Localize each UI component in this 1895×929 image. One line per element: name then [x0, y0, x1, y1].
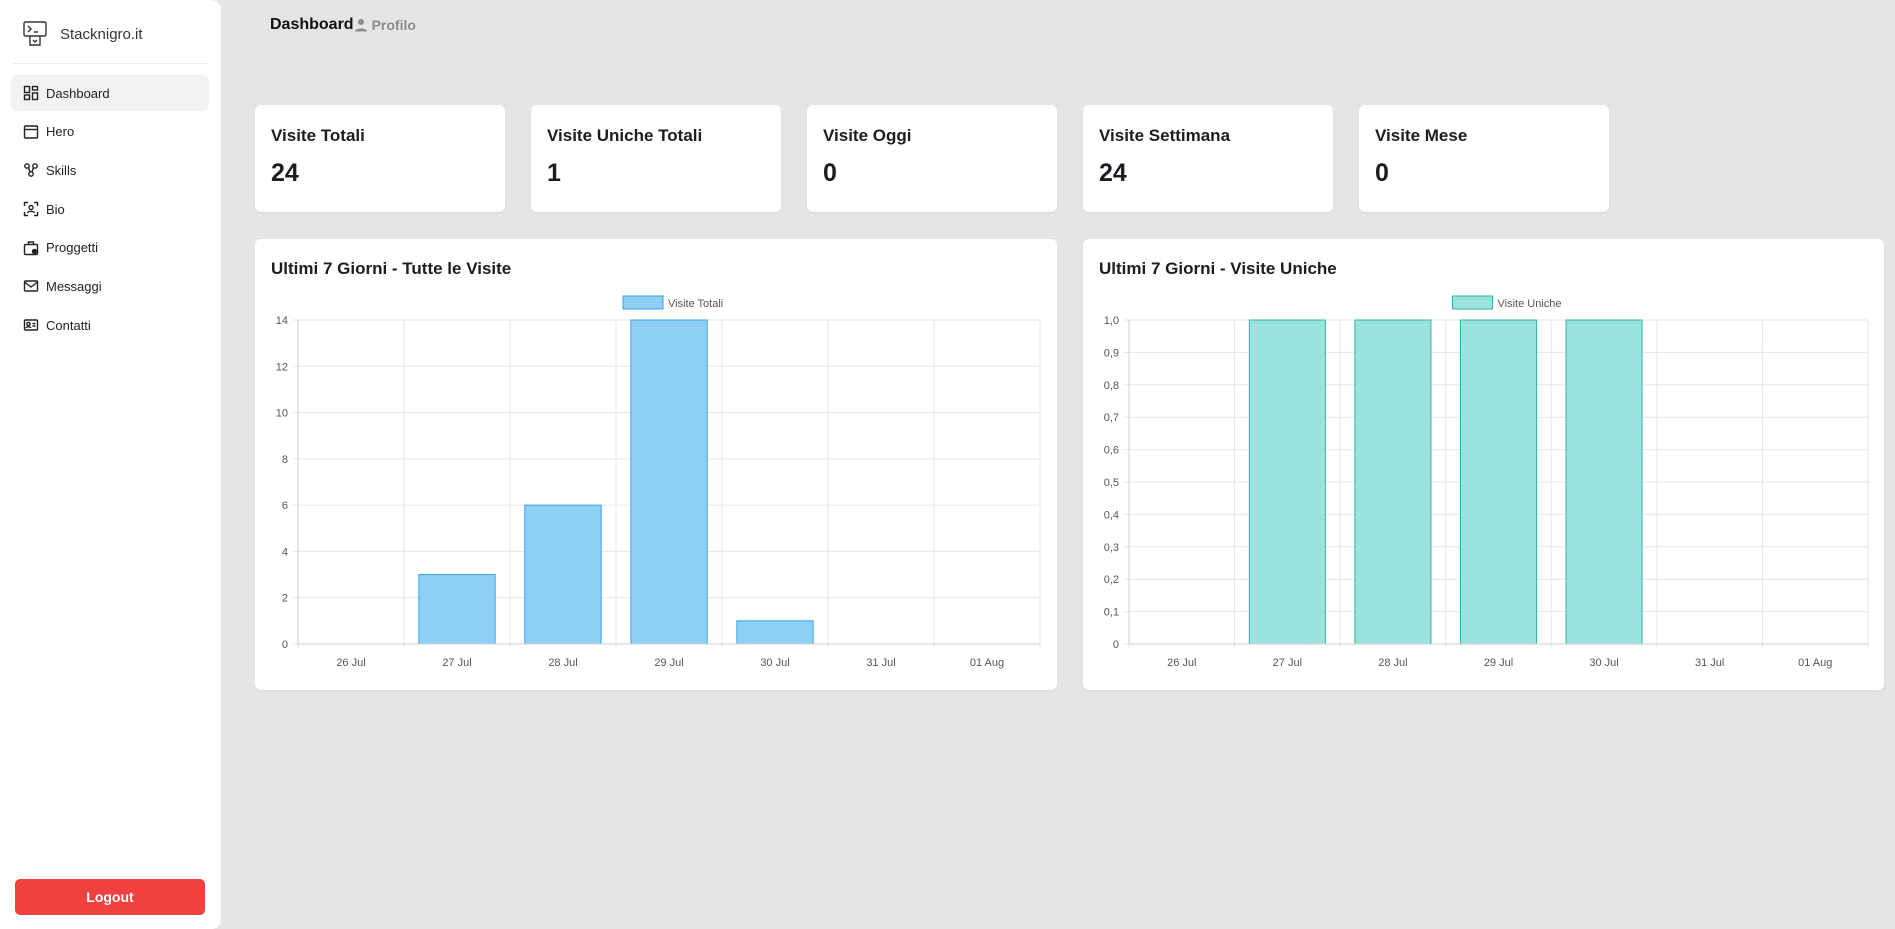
x-tick-label: 26 Jul [1167, 657, 1196, 669]
stat-value: 0 [1375, 159, 1389, 187]
y-tick-label: 1,0 [1104, 315, 1119, 327]
stat-value: 24 [1099, 159, 1127, 187]
nav-link-profile-label: Profilo [371, 17, 416, 33]
stat-card-today-visits: Visite Oggi 0 [807, 105, 1057, 212]
stat-value: 0 [823, 159, 837, 187]
stat-card-month-visits: Visite Mese 0 [1359, 105, 1609, 212]
y-tick-label: 8 [282, 454, 288, 466]
user-icon [354, 19, 367, 32]
y-tick-label: 0,9 [1104, 347, 1119, 359]
y-tick-label: 0,3 [1104, 542, 1119, 554]
brand[interactable]: Stacknigro.it [22, 20, 143, 48]
sidebar-item-messaggi[interactable]: Messaggi [11, 268, 209, 304]
x-tick-label: 31 Jul [866, 657, 895, 669]
logout-button[interactable]: Logout [15, 879, 205, 915]
y-tick-label: 0,2 [1104, 574, 1119, 586]
sidebar-item-dashboard[interactable]: Dashboard [11, 75, 209, 111]
x-tick-label: 29 Jul [654, 657, 683, 669]
sidebar-item-label: Contatti [46, 317, 91, 333]
chart-unique-visits: Visite Uniche 0 0,1 0,2 0,3 0,4 0,5 0,6 0,7 0,8 0,… [1104, 295, 1869, 669]
x-tick-label: 30 Jul [1589, 657, 1618, 669]
sidebar-item-contatti[interactable]: Contatti [11, 307, 209, 343]
sidebar-item-label: Messaggi [46, 278, 102, 294]
y-tick-label: 0,5 [1104, 477, 1119, 489]
y-tick-label: 14 [276, 315, 288, 327]
legend-label: Visite Uniche [1498, 298, 1562, 310]
x-tick-label: 28 Jul [548, 657, 577, 669]
stat-card-total-visits: Visite Totali 24 [255, 105, 505, 212]
sidebar-item-bio[interactable]: Bio [11, 191, 209, 227]
sidebar-item-proggetti[interactable]: Proggetti [11, 230, 209, 266]
chart-all-visits: Visite Totali 0 2 4 6 8 10 12 14 26 Jul 27 Jul 28 J… [276, 295, 1041, 669]
y-tick-label: 0,6 [1104, 445, 1119, 457]
sidebar-item-label: Proggetti [46, 240, 99, 256]
stat-label: Visite Mese [1375, 126, 1468, 145]
bar [630, 319, 708, 645]
sidebar-item-hero[interactable]: Hero [11, 114, 209, 150]
x-tick-label: 27 Jul [1273, 657, 1302, 669]
y-tick-label: 0 [1113, 639, 1119, 651]
bar [1565, 319, 1643, 645]
legend-swatch [1452, 295, 1493, 310]
sidebar-item-label: Dashboard [46, 85, 110, 101]
x-tick-label: 29 Jul [1484, 657, 1513, 669]
x-tick-label: 26 Jul [336, 657, 365, 669]
x-tick-label: 31 Jul [1695, 657, 1724, 669]
y-tick-label: 4 [282, 546, 288, 558]
mail-icon [23, 280, 39, 293]
skills-icon [24, 163, 38, 178]
chart-title: Ultimi 7 Giorni - Tutte le Visite [271, 259, 512, 278]
nav-link-profile[interactable]: Profilo [354, 17, 416, 33]
stat-label: Visite Oggi [823, 126, 912, 145]
bar [1248, 319, 1326, 645]
y-tick-label: 0,1 [1104, 607, 1119, 619]
briefcase-icon [23, 241, 39, 255]
bar [524, 504, 602, 645]
x-tick-label: 30 Jul [760, 657, 789, 669]
stat-card-unique-visits: Visite Uniche Totali 1 [531, 105, 781, 212]
y-tick-label: 0,7 [1104, 412, 1119, 424]
y-tick-label: 10 [276, 408, 288, 420]
sidebar-nav: Dashboard Hero Skills Bio Proggetti Mess… [11, 75, 209, 346]
bar [736, 620, 814, 645]
sidebar: Stacknigro.it Dashboard Hero Skills Bio … [0, 0, 221, 929]
top-nav: Dashboard Profilo [270, 15, 416, 35]
y-tick-label: 12 [276, 361, 288, 373]
sidebar-item-skills[interactable]: Skills [11, 152, 209, 188]
y-tick-label: 2 [282, 593, 288, 605]
x-tick-label: 01 Aug [1798, 657, 1832, 669]
chart-card-all-visits: Ultimi 7 Giorni - Tutte le Visite Visite… [255, 239, 1057, 690]
dashboard-icon [23, 85, 39, 101]
chart-card-unique-visits: Ultimi 7 Giorni - Visite Uniche Visite U… [1083, 239, 1884, 690]
chart-title: Ultimi 7 Giorni - Visite Uniche [1099, 259, 1337, 278]
stat-card-week-visits: Visite Settimana 24 [1083, 105, 1333, 212]
bio-icon [23, 201, 39, 217]
contact-card-icon [23, 319, 39, 331]
bar [1354, 319, 1432, 645]
legend-swatch [622, 295, 664, 310]
sidebar-item-label: Skills [46, 162, 77, 178]
logo-icon [23, 21, 47, 46]
hero-icon [23, 124, 39, 139]
y-tick-label: 0,4 [1104, 509, 1119, 521]
bar [418, 574, 496, 645]
bar [1459, 319, 1538, 645]
sidebar-item-label: Bio [46, 201, 65, 217]
nav-link-dashboard[interactable]: Dashboard [270, 16, 354, 33]
stat-label: Visite Settimana [1099, 126, 1231, 145]
x-tick-label: 27 Jul [442, 657, 471, 669]
legend-label: Visite Totali [668, 298, 723, 310]
x-tick-label: 01 Aug [970, 657, 1004, 669]
y-tick-label: 0 [282, 639, 288, 651]
stat-label: Visite Totali [271, 126, 365, 145]
y-tick-label: 6 [282, 500, 288, 512]
sidebar-item-label: Hero [46, 124, 75, 140]
stat-value: 1 [547, 159, 561, 187]
brand-name: Stacknigro.it [60, 25, 143, 43]
stat-label: Visite Uniche Totali [547, 126, 703, 145]
sidebar-divider [12, 63, 209, 64]
stat-value: 24 [271, 159, 299, 187]
y-tick-label: 0,8 [1104, 380, 1119, 392]
x-tick-label: 28 Jul [1378, 657, 1407, 669]
